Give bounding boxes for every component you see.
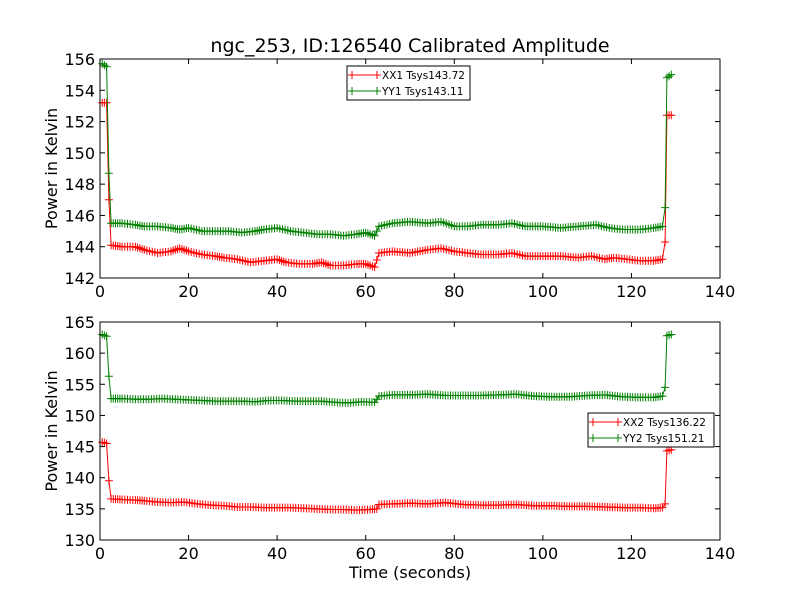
legend-label: YY1 Tsys143.11 (381, 86, 463, 98)
legend: XX2 Tsys136.22 YY2 Tsys151.21 (587, 412, 715, 448)
x-tick-label: 40 (267, 282, 287, 301)
axes-frame (99, 321, 721, 541)
data-point-marker (104, 195, 113, 204)
x-tick-label: 80 (444, 544, 464, 563)
series-2-2 (98, 330, 676, 407)
legend-label: XX1 Tsys143.72 (382, 70, 465, 82)
x-tick-label: 140 (705, 282, 736, 301)
x-tick-label: 100 (528, 282, 559, 301)
axes-frame (99, 58, 721, 279)
data-point-marker (102, 62, 111, 71)
legend-label: XX2 Tsys136.22 (623, 417, 706, 429)
x-tick-label: 140 (705, 544, 736, 563)
x-tick-label: 60 (356, 544, 376, 563)
x-tick-label: 100 (528, 544, 559, 563)
legend-marker (589, 434, 597, 442)
legend-item: XX1 Tsys143.72 (348, 70, 465, 82)
bottom-panel: 0 20 40 60 80 100 120 140 130 135 140 145 150 155 160 1… (42, 313, 735, 582)
legend-marker (373, 71, 381, 79)
data-point-marker (370, 263, 379, 272)
x-tick-label: 120 (616, 544, 647, 563)
series-1-2 (98, 59, 676, 240)
x-tick-label: 0 (95, 282, 105, 301)
y-tick-label: 144 (64, 238, 95, 257)
y-axis-label: Power in Kelvin (42, 108, 61, 229)
data-point-marker (104, 169, 113, 178)
data-point-marker (102, 439, 111, 448)
legend-item: YY1 Tsys143.11 (348, 86, 463, 98)
top-panel: 0 20 40 60 80 100 120 140 142 144 146 148 150 152 154 1… (42, 50, 735, 301)
legend-item: YY2 Tsys151.21 (589, 433, 704, 445)
x-tick-label: 60 (356, 282, 376, 301)
y-tick-label: 140 (64, 469, 95, 488)
y-tick-label: 165 (64, 313, 95, 332)
data-point-marker (661, 203, 670, 212)
y-tick-label: 130 (64, 531, 95, 550)
data-point-marker (102, 332, 111, 341)
data-point-marker (667, 330, 676, 339)
legend: XX1 Tsys143.72 YY1 Tsys143.11 (346, 65, 471, 101)
data-point-marker (104, 372, 113, 381)
x-tick-label: 120 (616, 282, 647, 301)
y-tick-label: 145 (64, 438, 95, 457)
data-point-marker (658, 255, 667, 264)
data-point-marker (661, 238, 670, 246)
x-tick-label: 20 (178, 282, 198, 301)
data-point-marker (658, 222, 667, 231)
y-tick-label: 150 (64, 144, 95, 163)
x-tick-label: 80 (444, 282, 464, 301)
legend-box (587, 412, 715, 448)
y-tick-label: 146 (64, 206, 95, 225)
legend-marker (614, 418, 622, 426)
y-tick-label: 160 (64, 344, 95, 363)
y-axis-label: Power in Kelvin (42, 370, 61, 491)
y-tick-label: 152 (64, 113, 95, 132)
y-tick-label: 154 (64, 81, 95, 100)
data-point-marker (661, 499, 670, 508)
data-point-marker (372, 256, 381, 264)
legend-label: YY2 Tsys151.21 (622, 433, 704, 445)
data-point-marker (667, 70, 676, 79)
x-tick-label: 0 (95, 544, 105, 563)
data-point-marker (370, 231, 379, 240)
legend-item: XX2 Tsys136.22 (589, 417, 706, 429)
series-2-1 (98, 438, 676, 515)
data-point-marker (372, 504, 381, 513)
x-tick-label: 20 (178, 544, 198, 563)
data-point-marker (372, 227, 381, 236)
data-point-marker (102, 98, 111, 107)
data-point-marker (667, 111, 676, 120)
legend-marker (614, 434, 622, 442)
y-tick-label: 148 (64, 175, 95, 194)
legend-box (346, 65, 471, 101)
y-tick-label: 142 (64, 269, 95, 288)
chart-title: ngc_253, ID:126540 Calibrated Amplitude (210, 35, 609, 57)
data-point-marker (104, 476, 113, 485)
x-axis-label: Time (seconds) (348, 563, 471, 582)
legend-marker (373, 87, 381, 95)
y-tick-label: 135 (64, 500, 95, 519)
data-point-marker (661, 383, 670, 392)
y-tick-label: 155 (64, 375, 95, 394)
legend-marker (348, 87, 356, 95)
x-tick-label: 40 (267, 544, 287, 563)
legend-marker (589, 418, 597, 426)
y-tick-label: 150 (64, 406, 95, 425)
y-tick-label: 156 (64, 50, 95, 69)
legend-marker (348, 71, 356, 79)
data-point-marker (658, 392, 667, 401)
